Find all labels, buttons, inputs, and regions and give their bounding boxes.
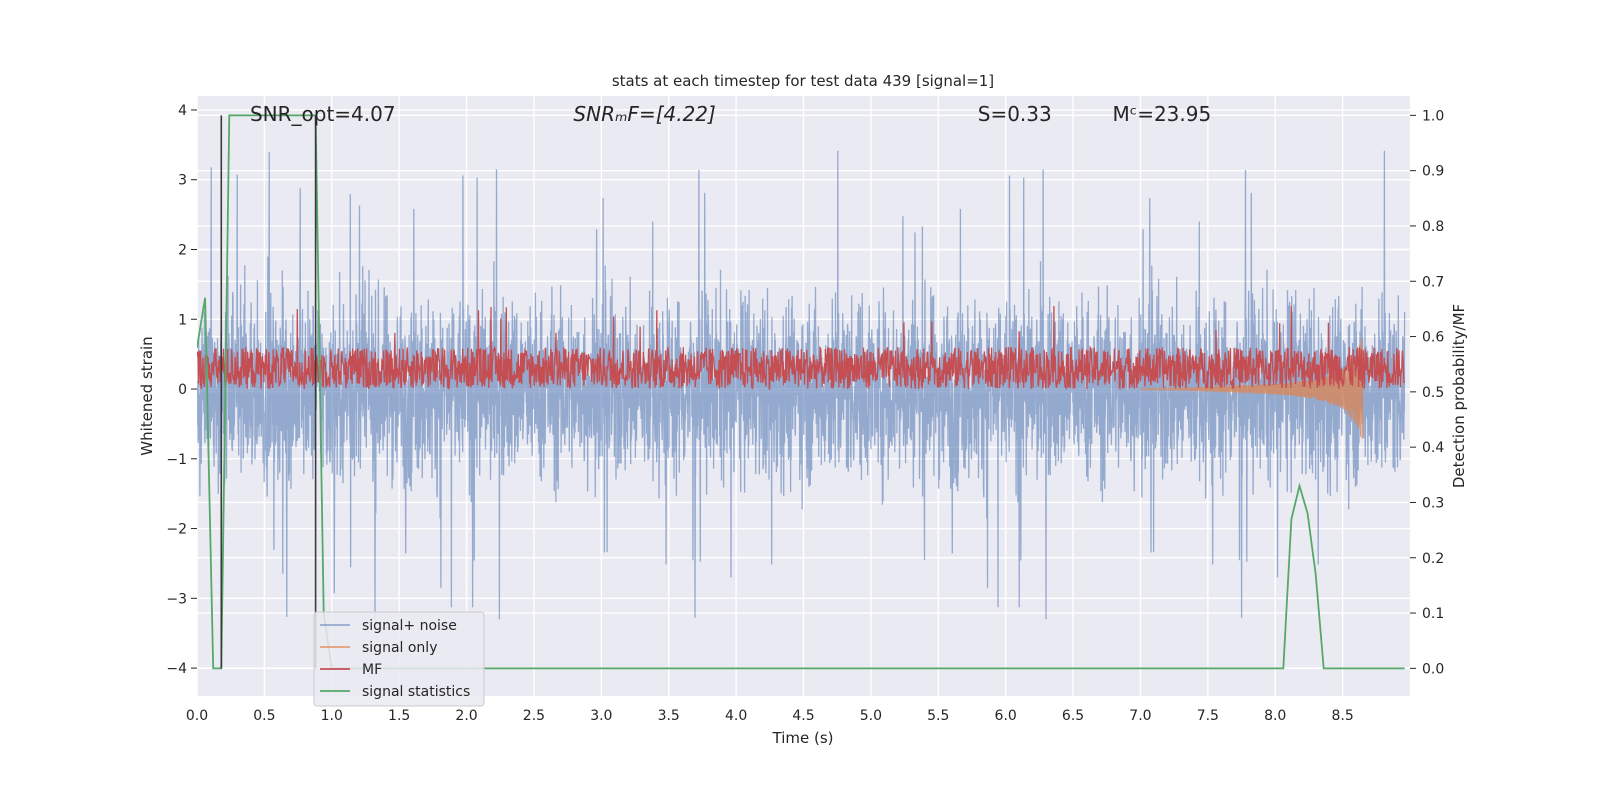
x-tick-label: 2.0: [455, 708, 477, 724]
legend-box: [313, 611, 485, 707]
x-tick-label: 7.5: [1197, 708, 1219, 724]
x-tick-label: 3.0: [590, 708, 612, 724]
x-tick-label: 7.0: [1129, 708, 1151, 724]
y-right-tick-label: 0.2: [1422, 551, 1444, 567]
y-right-tick-label: 0.5: [1422, 385, 1444, 401]
chart-title: stats at each timestep for test data 439…: [612, 72, 994, 90]
series-signal-noise-line: [197, 150, 1406, 620]
y-left-tick-label: 2: [178, 242, 187, 258]
y-right-ticks: 0.0 0.1 0.2 0.3 0.4 0.5 0.6 0.7 0.8 0.9 1.0: [1410, 108, 1444, 677]
y-right-tick-label: 0.7: [1422, 274, 1444, 290]
y-right-tick-label: 0.9: [1422, 164, 1444, 180]
x-tick-label: 5.5: [927, 708, 949, 724]
y-right-tick-label: 0.4: [1422, 440, 1444, 456]
x-tick-label: 2.5: [523, 708, 545, 724]
y-right-tick-label: 0.0: [1422, 661, 1444, 677]
series-signal-only-line: [1140, 338, 1364, 439]
y-left-tick-label: −4: [166, 661, 187, 677]
y-right-tick-label: 0.3: [1422, 495, 1444, 511]
legend-label: signal only: [362, 640, 437, 656]
y-left-tick-label: 1: [178, 312, 187, 328]
x-tick-label: 0.5: [253, 708, 275, 724]
x-tick-label: 0.0: [186, 708, 208, 724]
y-left-tick-label: 4: [178, 103, 187, 119]
y-left-axis-label: Whitened strain: [138, 336, 156, 455]
annotation-label: Mᶜ=23.95: [1113, 102, 1212, 126]
annotation-label: S=0.33: [978, 102, 1052, 126]
legend-label: MF: [362, 662, 382, 678]
x-tick-label: 4.5: [792, 708, 814, 724]
x-tick-label: 3.5: [658, 708, 680, 724]
y-right-tick-label: 0.8: [1422, 219, 1444, 235]
x-tick-label: 6.0: [995, 708, 1017, 724]
x-ticks: 0.0 0.5 1.0 1.5 2.0 2.5 3.0 3.5 4.0 4.5 5.0 5.5 6.0 6…: [186, 708, 1354, 724]
x-tick-label: 1.0: [321, 708, 343, 724]
y-left-tick-label: 3: [178, 173, 187, 189]
x-tick-label: 8.0: [1264, 708, 1286, 724]
y-left-tick-label: −1: [166, 452, 187, 468]
series-marker-line: [220, 115, 317, 669]
x-tick-label: 1.5: [388, 708, 410, 724]
x-tick-label: 5.0: [860, 708, 882, 724]
legend-label: signal+ noise: [362, 618, 457, 634]
y-left-tick-label: −3: [166, 591, 187, 607]
x-tick-label: 8.5: [1331, 708, 1353, 724]
series-mf-line: [197, 305, 1406, 391]
y-right-tick-label: 0.1: [1422, 606, 1444, 622]
y-right-tick-label: 1.0: [1422, 108, 1444, 124]
legend: signal+ noise signal only MF signal statist…: [313, 611, 485, 707]
annotation-label: SNR_opt=4.07: [250, 102, 396, 126]
y-left-tick-label: −2: [166, 522, 187, 538]
x-axis-label: Time (s): [772, 729, 834, 747]
y-left-tick-label: 0: [178, 382, 187, 398]
y-right-tick-label: 0.6: [1422, 330, 1444, 346]
x-tick-label: 4.0: [725, 708, 747, 724]
annotation-label: SNRₘF=[4.22]: [573, 102, 715, 126]
legend-label: signal statistics: [362, 684, 470, 700]
x-tick-label: 6.5: [1062, 708, 1084, 724]
y-right-axis-label: Detection probability/MF: [1450, 304, 1468, 488]
y-left-ticks: −4 −3 −2 −1 0 1 2 3 4: [166, 103, 197, 677]
annotations: SNR_opt=4.07 SNRₘF=[4.22] S=0.33 Mᶜ=23.95: [250, 102, 1211, 126]
